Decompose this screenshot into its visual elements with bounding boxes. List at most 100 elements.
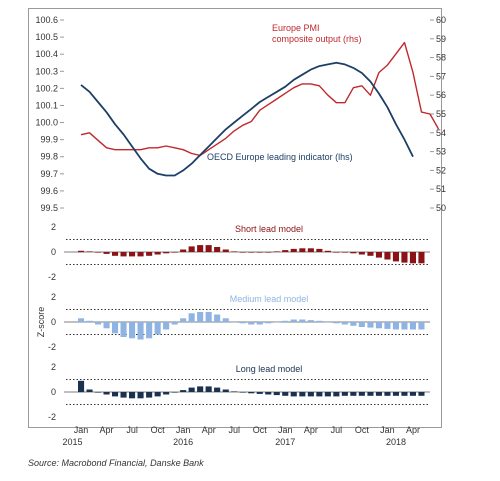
x-axis-month-label: Jul [228,425,240,435]
long-lead-bar [95,392,102,393]
long-lead-bar [180,390,187,392]
long-lead-bar [316,392,323,397]
short-lead-bar [290,248,297,252]
medium-lead-bar [307,320,314,322]
medium-lead-bar [239,322,246,324]
long-lead-bar [375,392,382,396]
long-lead-bar [282,392,289,396]
short-lead-bar [112,252,119,256]
long-lead-bar [120,392,127,398]
left-axis-tick-label: 100.5 [35,32,58,42]
medium-lead-bar [409,322,416,330]
medium-lead-bar [154,322,161,335]
long-lead-bar [86,389,93,392]
medium-lead-bar [358,322,365,327]
short-lead-bar [86,251,93,252]
short-lead-bar [282,250,289,252]
long-lead-bar [222,389,229,392]
left-axis-tick-label: 100.4 [35,49,58,59]
x-axis-month-label: Oct [151,425,166,435]
short-lead-bar [180,249,187,252]
right-axis-tick-label: 50 [436,203,446,213]
x-axis-year-label: 2017 [275,437,295,447]
x-axis-year-label: 2015 [62,437,82,447]
x-axis-month-label: Oct [253,425,268,435]
long-lead-bar [231,391,238,392]
short-lead-bar [222,249,229,252]
short-lead-bar [205,245,212,252]
medium-lead-bar [137,322,144,340]
long-lead-bar [401,392,408,396]
left-axis-tick-label: 99.7 [40,169,58,179]
left-axis-tick-label: 100.1 [35,100,58,110]
medium-lead-bar [112,322,119,334]
short-lead-bar [231,251,238,252]
medium-lead-bar [333,322,340,324]
long-lead-bar [214,387,221,392]
right-axis-tick-label: 59 [436,34,446,44]
medium-lead-bar [299,319,306,322]
short-lead-bar [375,252,382,258]
chart-frame [28,8,442,428]
medium-lead-bar [375,322,382,329]
x-axis-month-label: Jan [74,425,89,435]
short-lead-bar [384,252,391,260]
x-axis-month-label: Jul [331,425,343,435]
x-axis-month-label: Apr [202,425,216,435]
short-lead-bar [265,252,272,253]
short-lead-bar [103,252,110,254]
long-lead-bar [112,392,119,397]
short-lead-bar [239,252,246,253]
long-lead-bar [341,392,348,396]
left-axis-tick-label: 100.6 [35,15,58,25]
medium-lead-bar [384,322,391,329]
long-lead-tick-label: 0 [51,387,56,397]
short-lead-bar [409,252,416,264]
medium-lead-bar [256,322,263,325]
short-lead-bar [163,252,170,254]
x-axis-month-label: Apr [100,425,114,435]
long-lead-bar [307,392,314,397]
short-lead-bar [307,248,314,253]
short-lead-bar [120,252,127,257]
medium-lead-bar [418,322,425,330]
short-lead-bar [188,246,195,252]
medium-lead-bar [146,322,153,339]
long-lead-tick-label: -2 [48,412,56,422]
long-lead-tick-label: 2 [51,362,56,372]
long-lead-bar [409,392,416,396]
x-axis-year-label: 2018 [386,437,406,447]
short-lead-bar [248,252,255,253]
oecd-series-line [80,61,414,177]
long-lead-bar [78,380,85,393]
left-axis-tick-label: 99.9 [40,135,58,145]
pmi-series-label: Europe PMI [272,23,320,33]
short-lead-bar [341,252,348,253]
short-lead-tick-label: 0 [51,247,56,257]
right-axis-tick-label: 53 [436,147,446,157]
medium-lead-bar [95,322,102,325]
long-lead-bar [273,392,280,396]
short-lead-bar [197,245,204,252]
medium-lead-bar [282,320,289,323]
short-lead-tick-label: 2 [51,222,56,232]
long-lead-bar [163,392,170,395]
long-lead-bar [188,387,195,392]
long-lead-bar [299,392,306,397]
right-axis-tick-label: 60 [436,15,446,25]
medium-lead-title: Medium lead model [230,294,309,304]
long-lead-bar [350,392,357,396]
short-lead-bar [154,252,161,255]
long-lead-bar [358,392,365,396]
long-lead-bar [239,392,246,393]
long-lead-bar [154,392,161,397]
source-note: Source: Macrobond Financial, Danske Bank [28,458,204,468]
medium-lead-bar [401,322,408,330]
x-axis-month-label: Jan [278,425,293,435]
medium-lead-bar [205,312,212,322]
short-lead-bar [146,252,153,256]
z-score-axis-label: Z-score [36,307,46,338]
left-axis-tick-label: 100.0 [35,118,58,128]
pmi-series-label: composite output (rhs) [272,34,362,44]
